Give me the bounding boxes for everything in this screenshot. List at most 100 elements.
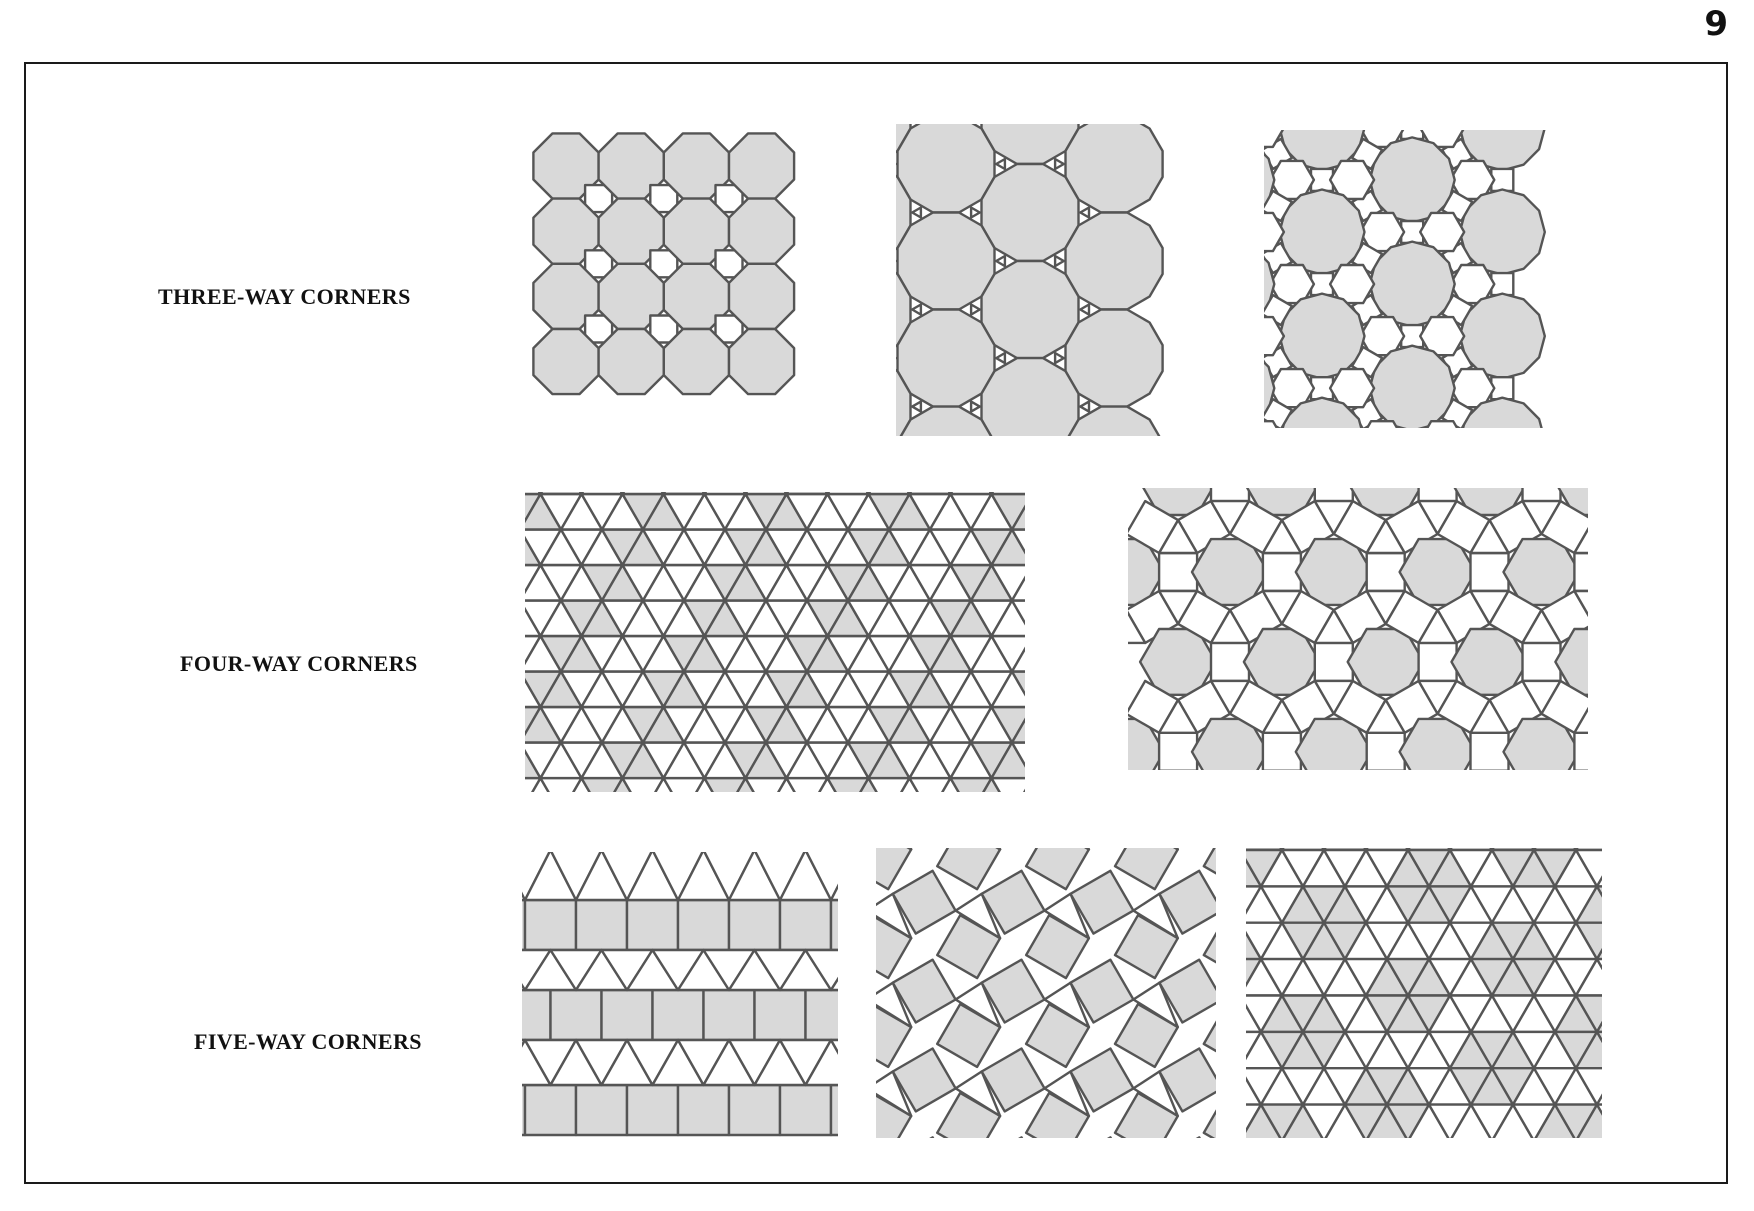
triangle-tile bbox=[602, 814, 643, 850]
square-tile bbox=[1352, 451, 1382, 481]
square-tile bbox=[1195, 1136, 1201, 1138]
triangle-tile bbox=[824, 492, 831, 496]
square-tile bbox=[891, 958, 957, 1024]
square-tile bbox=[1172, 451, 1202, 481]
triangle-tile bbox=[1595, 1020, 1602, 1034]
triangle-tile bbox=[1574, 848, 1602, 852]
triangle-tile bbox=[1053, 351, 1066, 365]
triangle-tile bbox=[1595, 885, 1602, 898]
triangle-tile bbox=[951, 814, 992, 850]
triangle-tile bbox=[1173, 848, 1180, 851]
triangle-tile bbox=[1053, 707, 1094, 743]
triangle-tile bbox=[1618, 814, 1660, 850]
triangle-tile bbox=[867, 776, 911, 792]
square-tile bbox=[936, 848, 1002, 891]
triangle-tile bbox=[537, 492, 544, 496]
triangle-tile bbox=[1079, 303, 1091, 316]
triangle-tile bbox=[818, 776, 837, 792]
triangle-tile bbox=[1660, 923, 1702, 959]
square-tile bbox=[876, 916, 913, 980]
square-tile bbox=[804, 1137, 867, 1200]
triangle-tile bbox=[995, 254, 1007, 268]
dodecagon-tile bbox=[899, 405, 993, 436]
triangle-tile bbox=[1618, 1032, 1660, 1068]
square-tile bbox=[1026, 738, 1089, 801]
triangle-tile bbox=[859, 776, 878, 792]
triangle-tile bbox=[1010, 575, 1025, 602]
square-tile bbox=[1262, 451, 1292, 481]
triangle-tile bbox=[1010, 528, 1025, 555]
triangle-tile bbox=[1313, 608, 1355, 645]
triangle-tile bbox=[742, 492, 749, 496]
dodecagon-tile bbox=[896, 368, 912, 436]
triangle-tile bbox=[1408, 1141, 1450, 1177]
square-tile bbox=[574, 1083, 629, 1137]
triangle-tile bbox=[1618, 1105, 1660, 1141]
square-tile bbox=[715, 1137, 778, 1200]
triangle-tile bbox=[941, 776, 960, 792]
label-three-way-corners: THREE-WAY CORNERS bbox=[158, 284, 411, 309]
triangle-tile bbox=[828, 256, 837, 266]
hexagon-tile bbox=[1425, 420, 1459, 428]
square-tile bbox=[1261, 769, 1264, 770]
triangle-tile bbox=[1469, 769, 1510, 770]
dodecagon-tile bbox=[1264, 360, 1276, 416]
triangle-tile bbox=[1469, 698, 1510, 734]
triangle-tile bbox=[479, 778, 520, 814]
dodecagon-tile bbox=[1264, 256, 1276, 312]
triangle-tile bbox=[1626, 501, 1664, 534]
triangle-tile bbox=[1364, 848, 1410, 852]
tiling-dodecagon-triangle bbox=[828, 62, 1164, 509]
triangle-tile bbox=[1573, 706, 1588, 734]
square-tile bbox=[936, 1002, 1002, 1069]
square-tile bbox=[1573, 551, 1588, 593]
square-tile bbox=[753, 988, 807, 1042]
triangle-tile bbox=[1639, 814, 1681, 850]
square-tile bbox=[522, 988, 552, 1042]
octagon-tile bbox=[727, 132, 796, 200]
square-tile bbox=[1202, 1109, 1216, 1138]
triangle-tile bbox=[1080, 499, 1089, 509]
square-tile bbox=[829, 1083, 838, 1137]
triangle-tile bbox=[1618, 850, 1660, 886]
triangle-tile bbox=[829, 976, 838, 992]
triangle-tile bbox=[1012, 459, 1053, 495]
triangle-tile bbox=[887, 62, 896, 72]
triangle-tile bbox=[990, 776, 1025, 792]
triangle-tile bbox=[1261, 698, 1303, 734]
triangle-tile bbox=[1531, 848, 1537, 852]
triangle-tile bbox=[995, 351, 1007, 365]
triangle-tile bbox=[1311, 1160, 1355, 1204]
triangle-tile bbox=[1574, 994, 1602, 1034]
triangle-tile bbox=[1681, 959, 1723, 995]
triangle-tile bbox=[736, 776, 755, 792]
square-tile bbox=[1069, 1047, 1135, 1113]
triangle-tile bbox=[572, 776, 591, 792]
dodecagon-tile bbox=[896, 308, 996, 408]
triangle-tile bbox=[1033, 530, 1074, 566]
triangle-tile bbox=[982, 776, 1001, 792]
square-tile bbox=[1401, 429, 1423, 451]
square-tile bbox=[848, 1182, 911, 1211]
triangle-tile bbox=[522, 891, 527, 902]
triangle-tile bbox=[580, 776, 624, 792]
triangle-tile bbox=[1618, 959, 1660, 995]
square-tile bbox=[891, 869, 957, 935]
hexagon-tile bbox=[1554, 627, 1588, 696]
triangle-tile bbox=[954, 892, 1002, 940]
square-tile bbox=[1300, 769, 1302, 770]
triangle-tile bbox=[701, 492, 708, 496]
triangle-tile bbox=[459, 743, 500, 779]
triangle-tile bbox=[1574, 921, 1602, 961]
triangle-tile bbox=[1074, 778, 1115, 814]
square-tile bbox=[1202, 848, 1216, 875]
dodecagon-tile bbox=[1461, 396, 1543, 428]
triangle-tile bbox=[1053, 814, 1094, 850]
square-tile bbox=[1593, 501, 1645, 553]
square-tile bbox=[522, 1083, 527, 1137]
square-tile bbox=[1172, 347, 1202, 377]
triangle-tile bbox=[561, 814, 602, 850]
triangle-tile bbox=[889, 814, 930, 850]
triangle-tile bbox=[479, 494, 520, 530]
triangle-tile bbox=[1618, 996, 1660, 1032]
